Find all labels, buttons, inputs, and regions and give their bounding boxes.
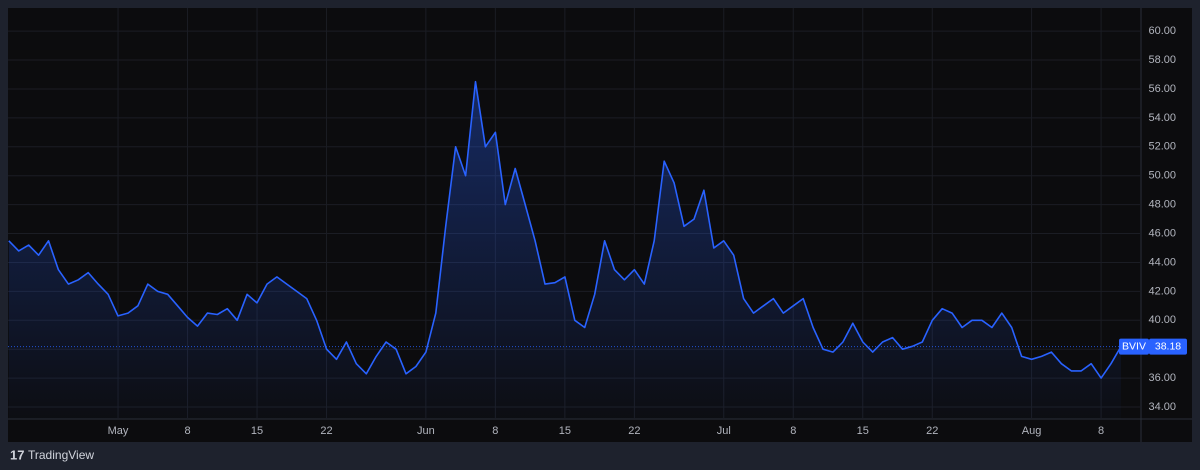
y-tick-label: 44.00 (1148, 256, 1176, 268)
x-tick-label: 8 (184, 425, 190, 437)
x-tick-label: 8 (1098, 425, 1104, 437)
y-tick-label: 42.00 (1148, 285, 1176, 297)
x-tick-label: 8 (492, 425, 498, 437)
last-value-badge (1149, 338, 1187, 355)
x-tick-label: 15 (559, 425, 571, 437)
y-tick-label: 56.00 (1148, 83, 1176, 95)
x-tick-label: 22 (628, 425, 640, 437)
x-tick-label: Jul (717, 425, 731, 437)
x-tick-label: 15 (857, 425, 869, 437)
logo-mark: 17 (10, 447, 24, 462)
last-value-label: 38.18 (1155, 340, 1181, 352)
y-tick-label: 40.00 (1148, 314, 1176, 326)
y-tick-label: 52.00 (1148, 141, 1176, 153)
x-tick-label: 22 (320, 425, 332, 437)
series-name-badge (1119, 338, 1149, 355)
y-tick-label: 36.00 (1148, 372, 1176, 384)
series-name: BVIV (1122, 340, 1146, 352)
y-tick-label: 58.00 (1148, 54, 1176, 66)
y-tick-label: 54.00 (1148, 112, 1176, 124)
x-tick-label: 15 (251, 425, 263, 437)
y-tick-label: 60.00 (1148, 25, 1176, 37)
x-tick-label: Jun (417, 425, 435, 437)
y-tick-label: 50.00 (1148, 170, 1176, 182)
x-tick-label: May (108, 425, 129, 437)
line (8, 80, 1122, 379)
x-tick-label: 8 (790, 425, 796, 437)
area-fill (8, 81, 1121, 419)
x-tick-label: 22 (926, 425, 938, 437)
branding: TradingView (28, 448, 94, 462)
y-tick-label: 34.00 (1148, 401, 1176, 413)
y-tick-label: 46.00 (1148, 227, 1176, 239)
y-tick-label: 48.00 (1148, 199, 1176, 211)
x-tick-label: Aug (1022, 425, 1042, 437)
logo: 17 TradingView (10, 447, 94, 462)
